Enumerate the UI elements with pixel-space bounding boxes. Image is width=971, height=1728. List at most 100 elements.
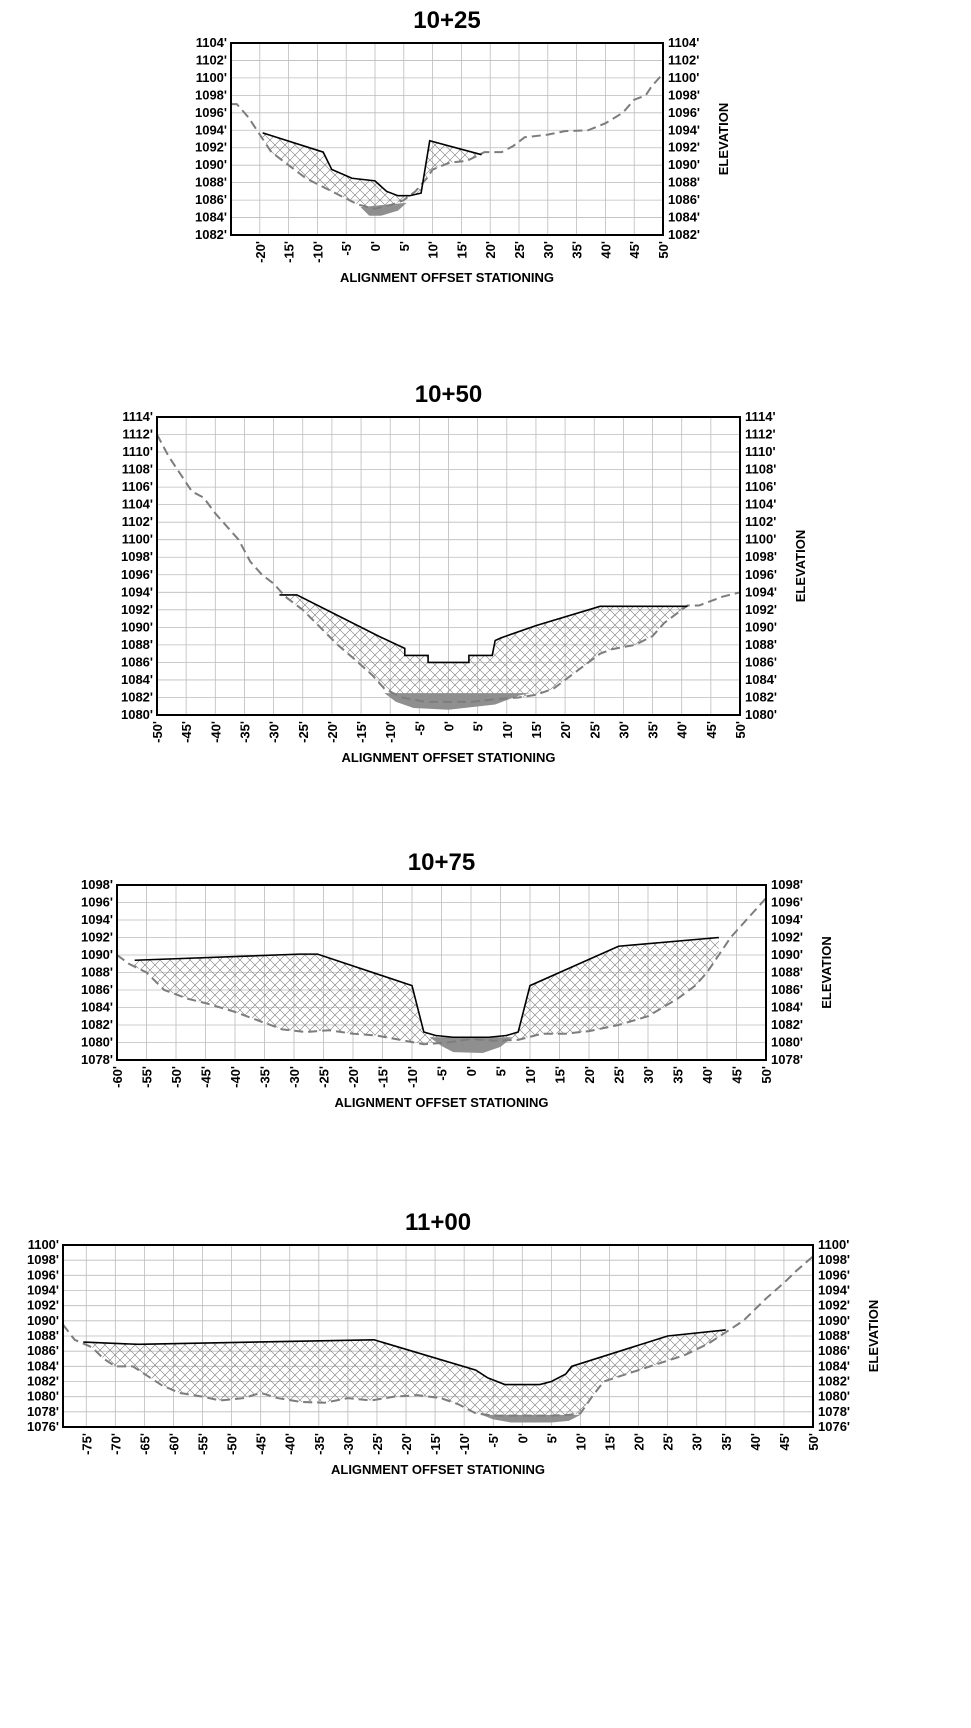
y-tick-label-right: 1096' [745, 567, 777, 582]
y-axis-label: ELEVATION [866, 1300, 881, 1372]
y-tick-label-right: 1088' [745, 637, 777, 652]
x-tick-label: 50' [806, 1433, 821, 1451]
x-tick-label: -30' [267, 721, 282, 743]
chart-1: 10+25 ALIGNMENT OFFSET STATIONING ELEVAT… [195, 7, 731, 285]
x-tick-label: -75' [79, 1433, 94, 1455]
y-tick-label-left: 1096' [81, 895, 113, 910]
x-tick-label: 45' [627, 241, 642, 259]
y-tick-label-left: 1092' [195, 140, 227, 155]
x-tick-label: 10' [523, 1066, 538, 1084]
y-tick-label-left: 1086' [81, 982, 113, 997]
x-tick-label: -45' [199, 1066, 214, 1088]
x-tick-label: -10' [383, 721, 398, 743]
x-tick-label: -65' [137, 1433, 152, 1455]
x-tick-label: 5' [544, 1433, 559, 1443]
y-tick-label-left: 1082' [121, 689, 153, 704]
y-tick-label-left: 1080' [27, 1389, 59, 1404]
y-tick-label-right: 1092' [771, 930, 803, 945]
chart-title: 11+00 [405, 1209, 471, 1236]
y-tick-label-right: 1082' [818, 1374, 850, 1389]
y-tick-label-right: 1086' [668, 192, 700, 207]
x-tick-label: -10' [457, 1433, 472, 1455]
chart-2: 10+50 ALIGNMENT OFFSET STATIONING ELEVAT… [121, 381, 808, 765]
x-tick-label: 0' [515, 1433, 530, 1443]
x-tick-label: -15' [428, 1433, 443, 1455]
x-tick-label: -70' [108, 1433, 123, 1455]
y-tick-label-left: 1100' [28, 1237, 59, 1252]
x-tick-label: 25' [612, 1066, 627, 1084]
y-tick-label-right: 1098' [745, 549, 777, 564]
y-tick-label-left: 1100' [196, 70, 227, 85]
x-tick-label: 50' [733, 721, 748, 739]
x-tick-label: -50' [225, 1433, 240, 1455]
x-axis-label: ALIGNMENT OFFSET STATIONING [334, 1095, 548, 1110]
x-tick-label: 10' [500, 721, 515, 739]
y-tick-label-left: 1084' [121, 672, 153, 687]
y-tick-label-left: 1086' [195, 192, 227, 207]
x-tick-label: 30' [641, 1066, 656, 1084]
x-tick-label: -15' [354, 721, 369, 743]
plot-frame [230, 42, 664, 236]
y-tick-label-right: 1108' [745, 462, 776, 477]
x-tick-label: 20' [582, 1066, 597, 1084]
water-area [429, 1037, 513, 1053]
y-tick-label-right: 1084' [771, 1000, 803, 1015]
y-tick-label-right: 1094' [668, 122, 700, 137]
x-tick-label: -20' [346, 1066, 361, 1088]
x-axis-label: ALIGNMENT OFFSET STATIONING [341, 750, 555, 765]
x-tick-label: 10' [426, 241, 441, 259]
chart-title: 10+25 [413, 7, 480, 34]
y-tick-label-left: 1096' [121, 567, 153, 582]
x-axis-label: ALIGNMENT OFFSET STATIONING [331, 1462, 545, 1477]
x-tick-label: 10' [573, 1433, 588, 1451]
y-tick-label-left: 1098' [81, 877, 113, 892]
y-tick-label-left: 1098' [195, 87, 227, 102]
y-tick-label-right: 1098' [771, 877, 803, 892]
y-tick-label-right: 1078' [771, 1052, 803, 1067]
chart-4: 11+00 ALIGNMENT OFFSET STATIONING ELEVAT… [27, 1209, 881, 1477]
y-axis-label: ELEVATION [716, 103, 731, 175]
chart-title: 10+75 [408, 849, 475, 876]
x-tick-label: -25' [296, 721, 311, 743]
y-tick-label-right: 1094' [745, 584, 777, 599]
y-tick-label-right: 1086' [771, 982, 803, 997]
x-tick-label: 5' [494, 1066, 509, 1076]
y-tick-label-left: 1082' [195, 227, 227, 242]
cut-area [83, 1329, 726, 1416]
y-tick-label-left: 1110' [122, 444, 153, 459]
x-tick-label: -60' [110, 1066, 125, 1088]
y-tick-label-right: 1096' [818, 1267, 850, 1282]
x-tick-label: -20' [253, 241, 268, 263]
y-tick-label-left: 1084' [81, 1000, 113, 1015]
y-tick-label-right: 1084' [745, 672, 777, 687]
y-tick-label-right: 1088' [818, 1328, 850, 1343]
x-tick-label: -25' [317, 1066, 332, 1088]
y-tick-label-right: 1102' [668, 52, 699, 67]
y-tick-label-right: 1098' [668, 87, 700, 102]
y-tick-label-right: 1082' [771, 1017, 803, 1032]
chart-3: 10+75 ALIGNMENT OFFSET STATIONING ELEVAT… [81, 849, 834, 1110]
x-tick-label: 0' [368, 241, 383, 251]
x-tick-label: -15' [376, 1066, 391, 1088]
y-tick-label-left: 1076' [27, 1419, 59, 1434]
proposed-grade-line [262, 132, 482, 197]
y-tick-label-left: 1080' [121, 707, 153, 722]
y-tick-label-left: 1082' [81, 1017, 113, 1032]
x-tick-label: 30' [541, 241, 556, 259]
x-tick-label: -35' [237, 721, 252, 743]
y-tick-label-left: 1094' [81, 912, 113, 927]
y-tick-label-left: 1094' [27, 1283, 59, 1298]
y-tick-label-left: 1078' [81, 1052, 113, 1067]
y-tick-label-right: 1078' [818, 1404, 850, 1419]
y-tick-label-right: 1090' [745, 619, 777, 634]
y-tick-label-right: 1096' [668, 105, 700, 120]
x-tick-label: -40' [208, 721, 223, 743]
x-tick-label: -55' [196, 1433, 211, 1455]
y-tick-label-right: 1104' [745, 497, 776, 512]
y-tick-label-left: 1080' [81, 1035, 113, 1050]
y-tick-label-right: 1094' [818, 1283, 850, 1298]
x-tick-label: 50' [759, 1066, 774, 1084]
x-tick-label: 25' [587, 721, 602, 739]
y-tick-label-left: 1084' [27, 1358, 59, 1373]
